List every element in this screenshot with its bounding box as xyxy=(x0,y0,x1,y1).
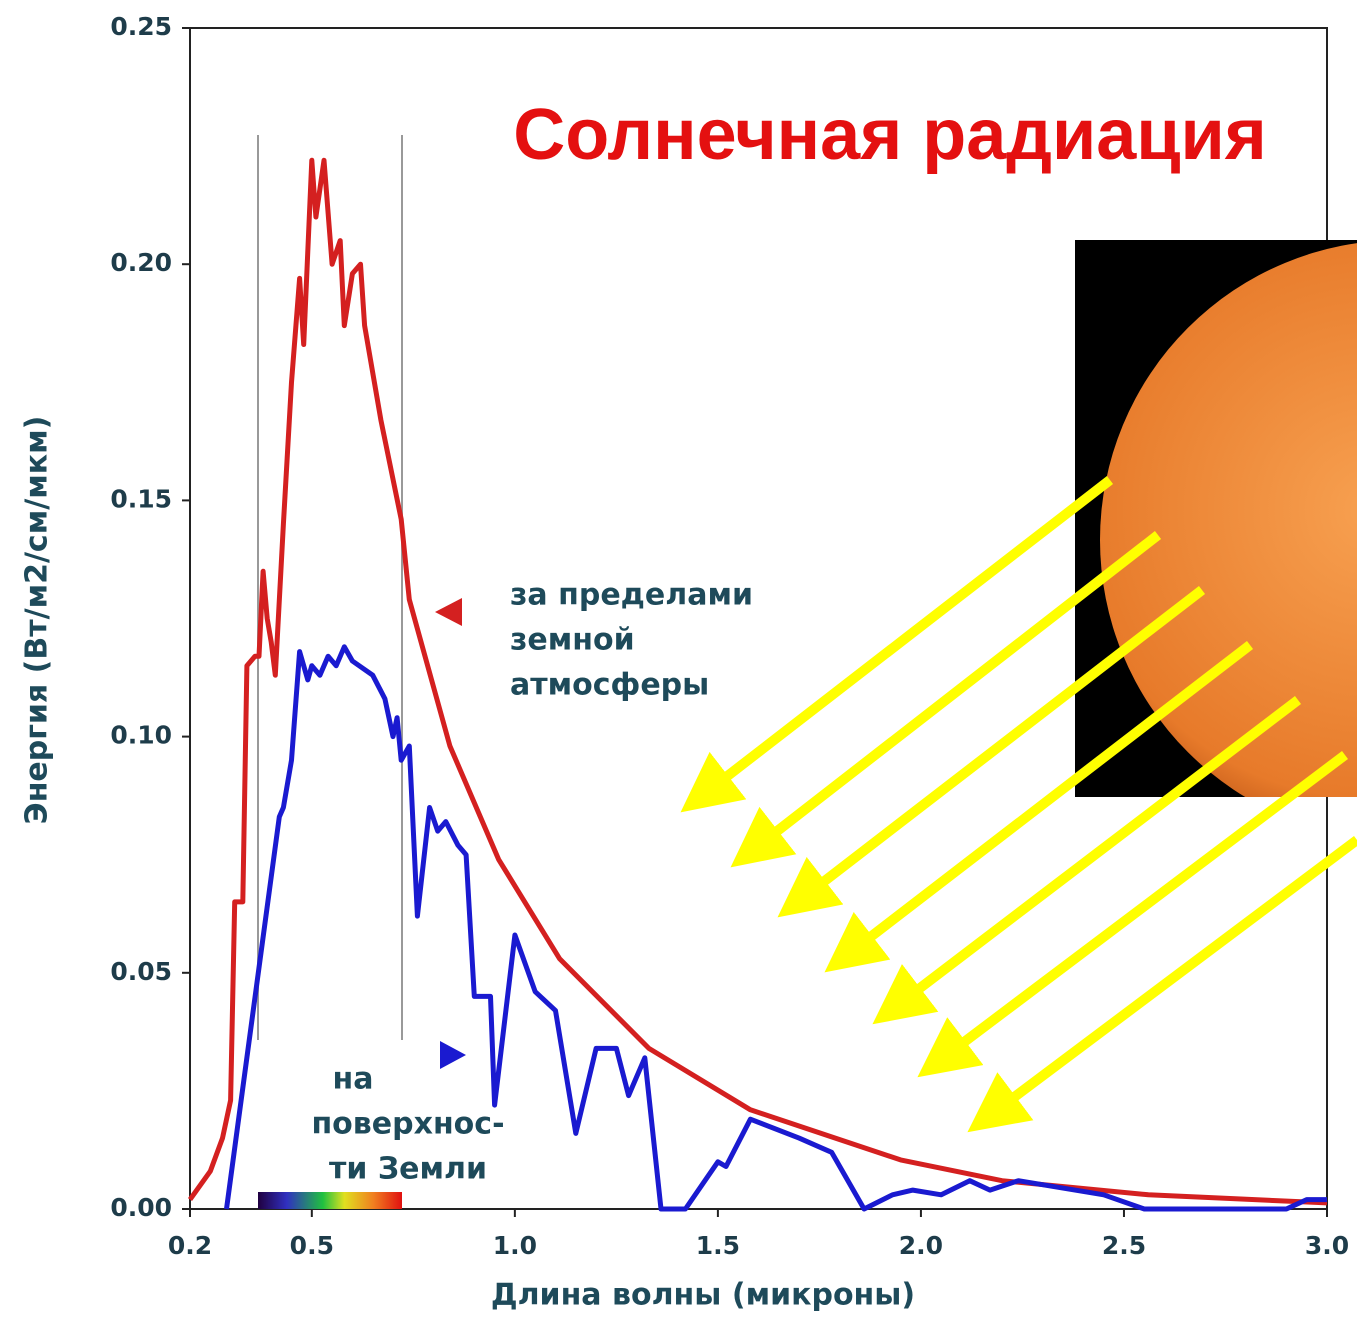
x-tick-label: 1.0 xyxy=(493,1231,537,1260)
y-tick-label: 0.20 xyxy=(110,248,172,277)
ray xyxy=(917,751,1349,1078)
x-tick-label: 2.5 xyxy=(1102,1231,1146,1260)
x-tick-label: 0.2 xyxy=(168,1231,212,1260)
sun xyxy=(1100,243,1357,797)
annotation: на xyxy=(333,1062,374,1097)
annotation: ти Земли xyxy=(329,1152,487,1187)
y-tick-label: 0.15 xyxy=(110,484,172,513)
x-axis-label: Длина волны (микроны) xyxy=(491,1278,915,1313)
marker-surface xyxy=(440,1041,466,1069)
ray xyxy=(872,696,1302,1025)
annotation: атмосферы xyxy=(510,668,709,703)
spectrum-bar xyxy=(258,1192,402,1209)
series-line xyxy=(187,157,1328,1206)
rays xyxy=(680,476,1357,1133)
chart-title: Солнечная радиация xyxy=(513,95,1267,175)
ray xyxy=(730,531,1162,868)
y-tick-label: 0.00 xyxy=(110,1193,172,1222)
marker-outside xyxy=(435,598,462,626)
ray xyxy=(680,476,1114,813)
annotation: земной xyxy=(510,623,635,658)
y-axis-label: Энергия (Вт/м2/см/мкм) xyxy=(20,416,55,825)
ray xyxy=(777,586,1206,918)
ray xyxy=(967,836,1357,1133)
x-tick-label: 1.5 xyxy=(696,1231,740,1260)
series-line xyxy=(224,644,1327,1212)
sun-image xyxy=(1075,240,1357,797)
ray xyxy=(824,641,1254,973)
x-tick-label: 0.5 xyxy=(290,1231,334,1260)
annotation: поверхнос- xyxy=(311,1107,504,1142)
y-tick-label: 0.10 xyxy=(110,721,172,750)
y-tick-label: 0.25 xyxy=(110,12,172,41)
y-tick-label: 0.05 xyxy=(110,957,172,986)
x-tick-label: 3.0 xyxy=(1305,1231,1349,1260)
x-tick-label: 2.0 xyxy=(899,1231,943,1260)
annotation: за пределами xyxy=(510,578,753,613)
